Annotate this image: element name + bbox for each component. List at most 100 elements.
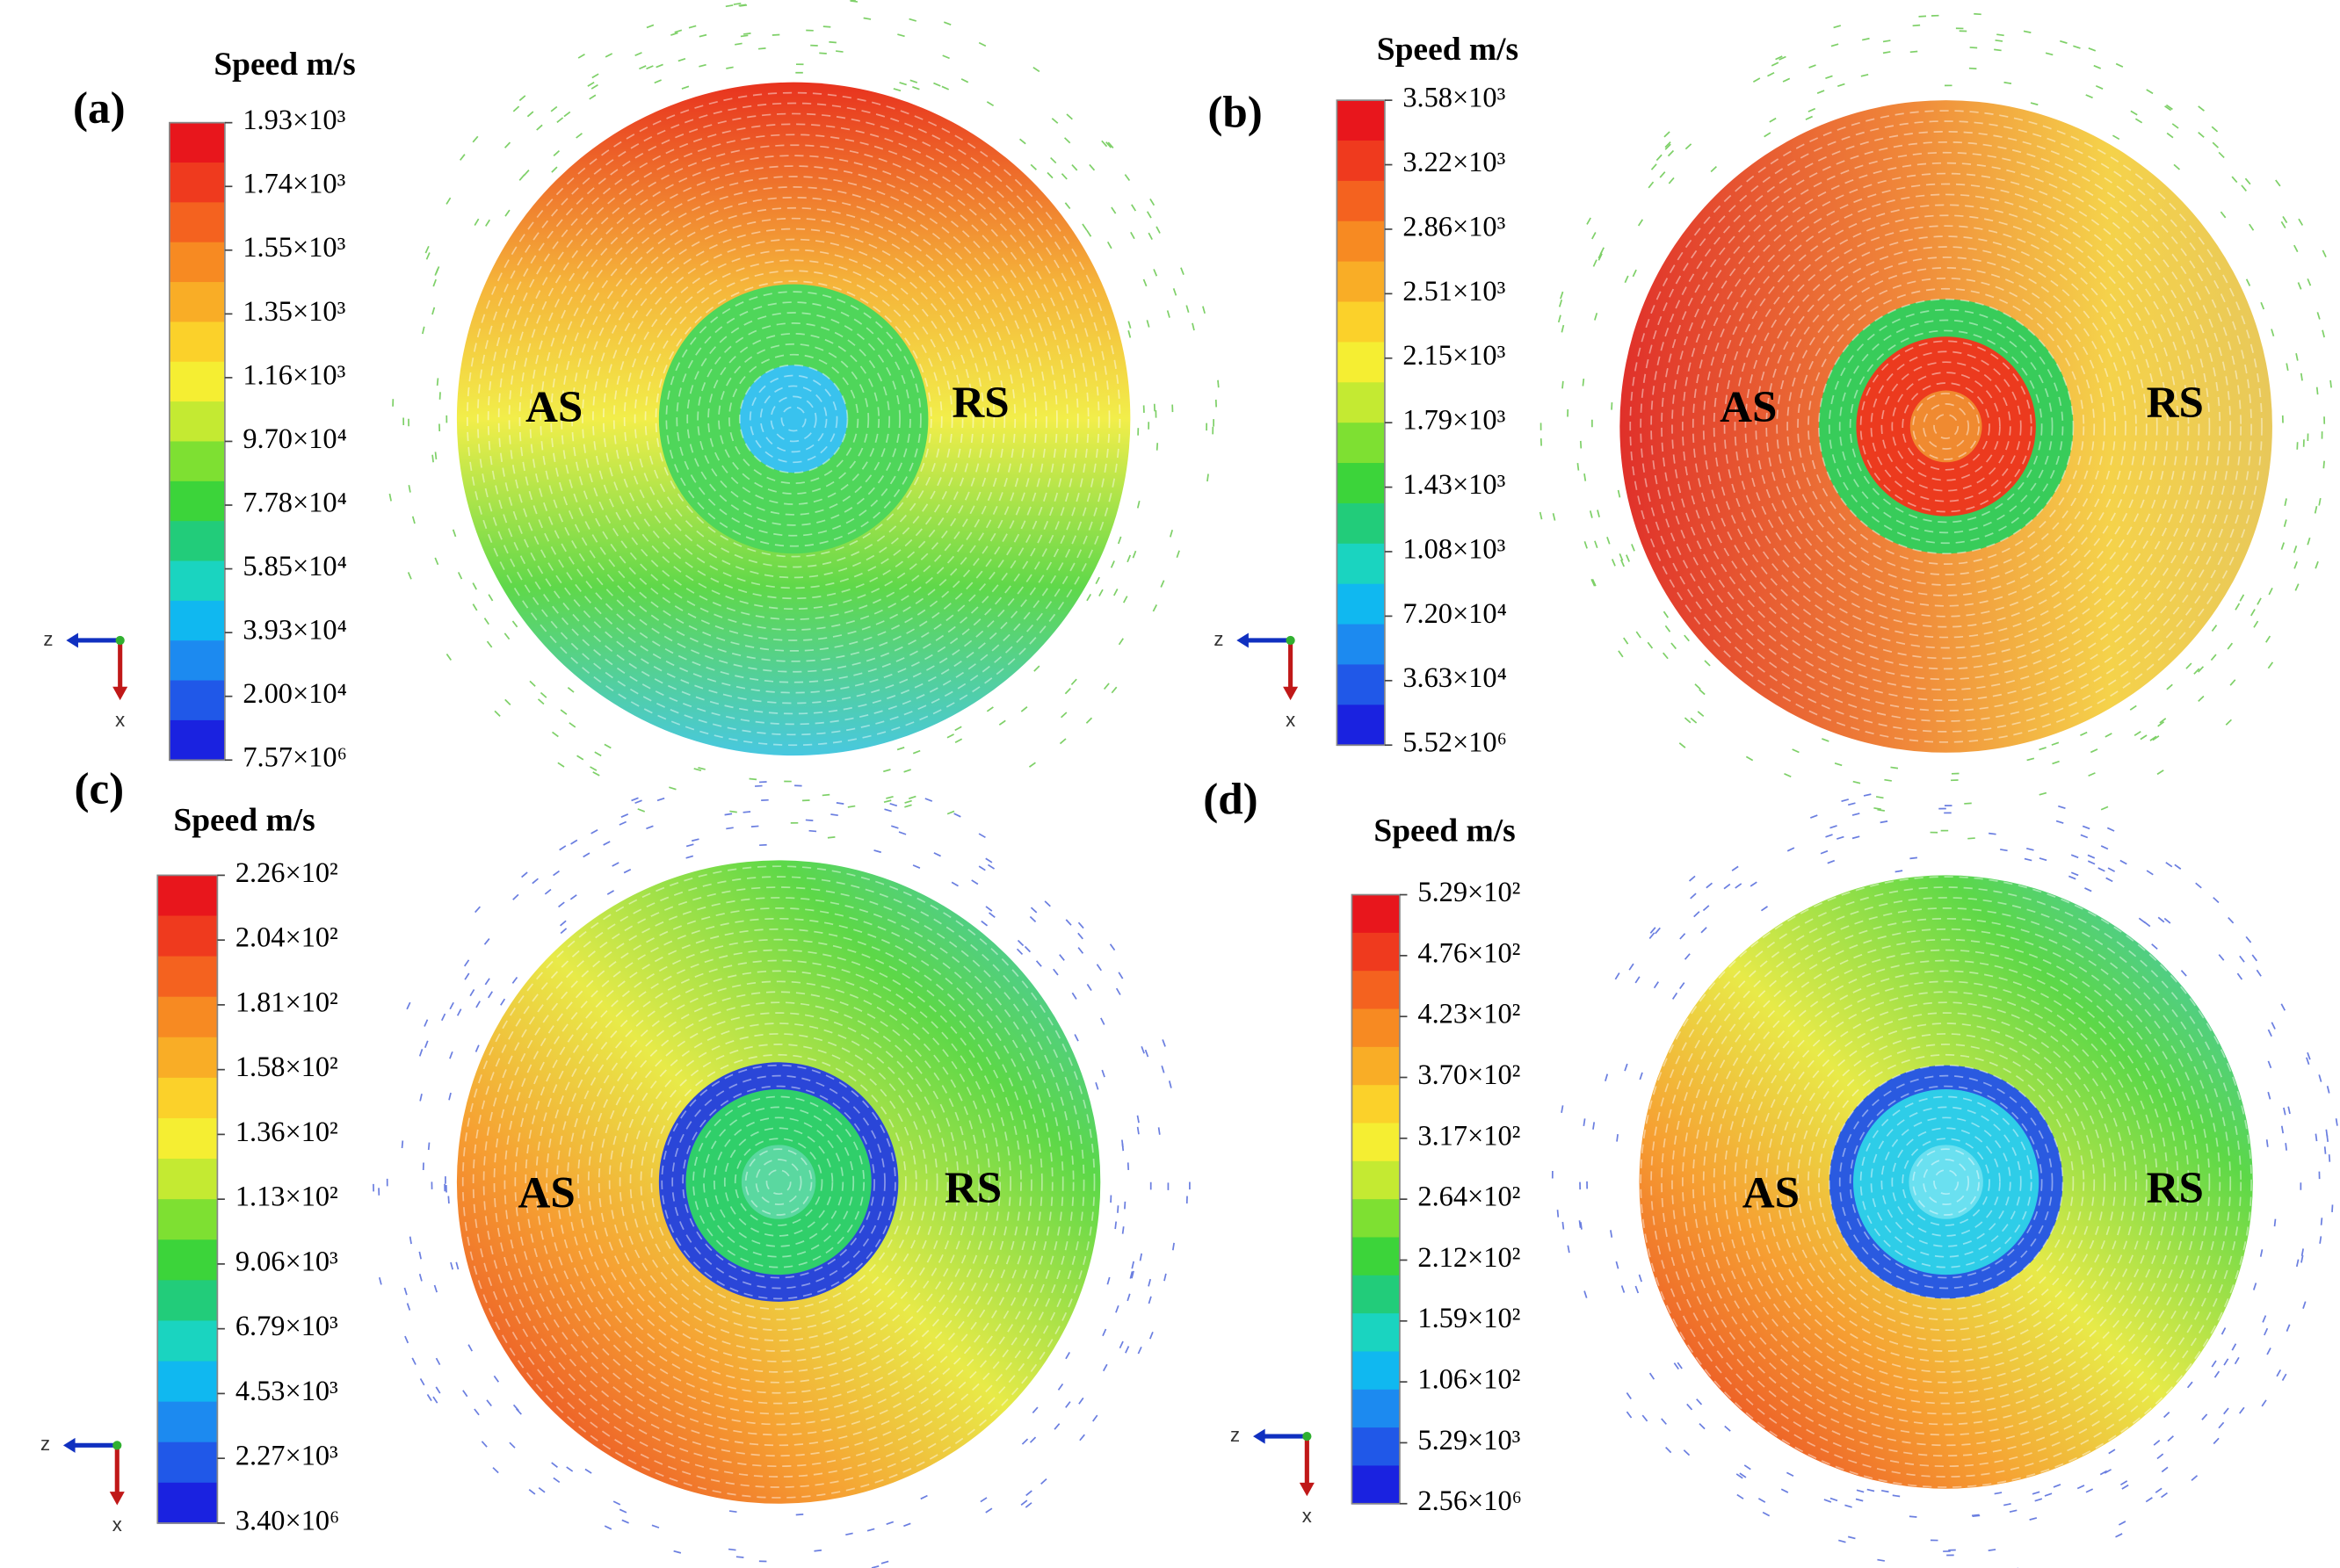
axis-label: z <box>40 1433 50 1455</box>
vector <box>1561 1221 1565 1230</box>
vector <box>1597 253 1603 261</box>
vector <box>2087 860 2096 865</box>
vector <box>1767 72 1775 77</box>
vector <box>1860 73 1869 77</box>
vector <box>2300 1248 2304 1256</box>
vector <box>2280 1003 2286 1011</box>
colorbar-band <box>1337 463 1385 504</box>
vector-ring <box>1629 110 2263 743</box>
vector <box>472 582 477 590</box>
axis-label: z <box>43 628 53 650</box>
vector <box>1032 66 1040 73</box>
vector <box>1101 140 1108 148</box>
vector-ring <box>1671 151 2221 701</box>
vector <box>2322 249 2327 258</box>
colorbar-band <box>1337 423 1385 464</box>
vector <box>985 1507 993 1514</box>
vector <box>924 798 933 802</box>
vector <box>566 1466 574 1472</box>
vector <box>1723 883 1731 890</box>
vector <box>2068 875 2076 880</box>
vector <box>942 54 950 60</box>
vector <box>2280 542 2286 550</box>
vector <box>425 252 431 260</box>
vector <box>2295 353 2299 361</box>
vector <box>2151 943 2158 950</box>
vector <box>981 920 989 927</box>
vector <box>1110 560 1115 568</box>
vector <box>2298 218 2304 226</box>
vector <box>2249 223 2255 231</box>
vector <box>1825 75 1833 80</box>
vector <box>1710 166 1717 173</box>
vector <box>1700 927 1707 934</box>
vector <box>1884 778 1892 782</box>
vector <box>2266 1348 2271 1355</box>
vector-ring <box>629 1033 928 1332</box>
vector-ring <box>640 1044 917 1321</box>
vector <box>2287 1106 2291 1115</box>
vector <box>1690 892 1697 900</box>
vector <box>2026 847 2034 851</box>
vector <box>830 813 838 817</box>
vector <box>1070 678 1077 686</box>
vector <box>2245 936 2252 943</box>
vector <box>1626 1411 1633 1419</box>
vector-ring <box>1765 246 2126 607</box>
colorbar-band <box>157 1199 218 1241</box>
vector <box>2295 1259 2300 1268</box>
vector <box>2009 1509 2018 1513</box>
vector <box>2220 211 2227 219</box>
vector <box>623 868 632 874</box>
axis-label: z <box>1230 1424 1240 1446</box>
vector <box>829 40 837 44</box>
vector-ring <box>697 322 890 516</box>
vector <box>2235 603 2241 611</box>
axis-arrowhead <box>1236 632 1249 648</box>
vector <box>1880 820 1888 824</box>
vector <box>2286 1324 2291 1332</box>
vector <box>1161 1065 1165 1073</box>
vector <box>2134 118 2143 124</box>
vector <box>1648 1372 1655 1380</box>
vector <box>1025 1490 1032 1497</box>
colorbar-band <box>169 680 225 721</box>
vector <box>1664 625 1671 632</box>
vector-ring <box>755 1159 802 1205</box>
vector <box>998 719 1006 726</box>
vector <box>621 1519 629 1524</box>
vector <box>488 991 494 999</box>
vector-ring <box>598 1001 960 1362</box>
vector-ring <box>1849 329 2043 524</box>
vector <box>2234 1356 2240 1365</box>
vector <box>2051 741 2060 746</box>
vector <box>1144 1049 1149 1058</box>
vector-ring <box>571 196 1017 641</box>
vector <box>1693 911 1700 918</box>
vector <box>1029 915 1037 922</box>
vector <box>1077 947 1084 954</box>
vector-ring <box>1838 319 2054 534</box>
colorbar-tick-label: 2.56×10⁶ <box>1417 1485 1522 1516</box>
vector <box>1576 462 1580 471</box>
vector <box>2195 882 2202 889</box>
colorbar-tick-label: 1.79×10³ <box>1402 404 1505 436</box>
vector <box>1655 927 1661 935</box>
vector-ring <box>540 165 1047 673</box>
vector <box>1769 117 1777 123</box>
vector <box>953 813 961 818</box>
vector <box>518 174 525 181</box>
colorbar-tick-label: 5.52×10⁶ <box>1402 726 1507 758</box>
vector <box>2218 151 2225 159</box>
colorbar-band <box>157 1077 218 1119</box>
vector <box>880 1560 889 1564</box>
vector <box>1115 987 1121 995</box>
vector <box>1677 1362 1683 1369</box>
vector <box>2060 40 2068 44</box>
vector-ring <box>1849 1085 2043 1279</box>
vector-ring <box>612 238 974 600</box>
vector <box>1180 267 1184 275</box>
vector-ring <box>780 406 807 432</box>
colorbar-band <box>169 719 225 762</box>
vector-ring <box>556 959 1002 1405</box>
